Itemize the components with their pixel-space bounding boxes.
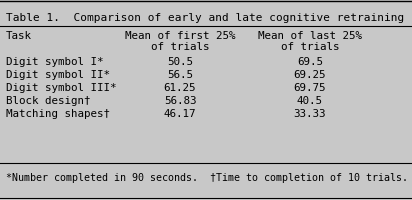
Text: of trials: of trials xyxy=(281,42,339,52)
Text: 56.5: 56.5 xyxy=(167,70,193,80)
Text: *Number completed in 90 seconds.  †Time to completion of 10 trials.: *Number completed in 90 seconds. †Time t… xyxy=(6,173,408,183)
Text: Digit symbol II*: Digit symbol II* xyxy=(6,70,110,80)
Text: Mean of last 25%: Mean of last 25% xyxy=(258,31,362,41)
Text: Table 1.  Comparison of early and late cognitive retraining  scores: Table 1. Comparison of early and late co… xyxy=(6,13,412,23)
Text: Task: Task xyxy=(6,31,32,41)
Text: 50.5: 50.5 xyxy=(167,57,193,67)
Text: 56.83: 56.83 xyxy=(164,96,196,106)
Text: Digit symbol I*: Digit symbol I* xyxy=(6,57,103,67)
Text: 69.25: 69.25 xyxy=(294,70,326,80)
Text: 40.5: 40.5 xyxy=(297,96,323,106)
Text: 46.17: 46.17 xyxy=(164,109,196,119)
Text: Digit symbol III*: Digit symbol III* xyxy=(6,83,117,93)
Text: Matching shapes†: Matching shapes† xyxy=(6,109,110,119)
Text: Block design†: Block design† xyxy=(6,96,91,106)
Text: Mean of first 25%: Mean of first 25% xyxy=(125,31,235,41)
Text: 61.25: 61.25 xyxy=(164,83,196,93)
Text: 69.75: 69.75 xyxy=(294,83,326,93)
Text: 33.33: 33.33 xyxy=(294,109,326,119)
Text: of trials: of trials xyxy=(151,42,209,52)
Text: 69.5: 69.5 xyxy=(297,57,323,67)
